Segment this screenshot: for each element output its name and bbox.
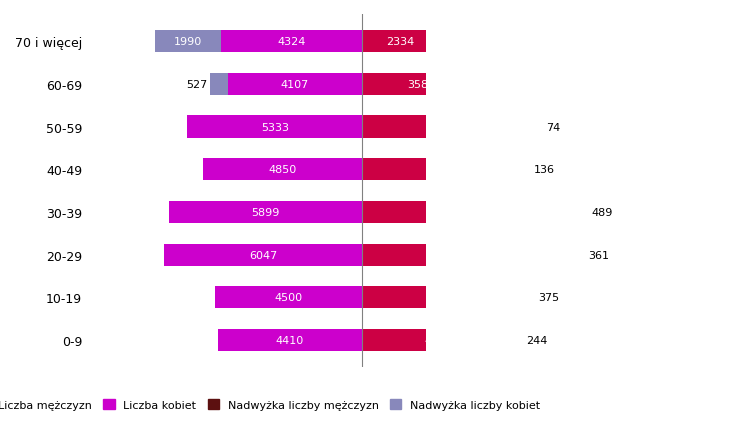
Text: 1990: 1990: [174, 37, 202, 47]
Bar: [214, 287, 362, 309]
Bar: [539, 116, 542, 138]
Bar: [522, 287, 534, 309]
Text: 74: 74: [546, 122, 560, 132]
Text: 4324: 4324: [278, 37, 305, 47]
Bar: [203, 159, 362, 181]
Bar: [362, 116, 539, 138]
Text: 6408: 6408: [453, 250, 482, 260]
Bar: [362, 74, 479, 96]
Bar: [526, 159, 530, 181]
Text: 136: 136: [534, 165, 555, 175]
Bar: [362, 244, 572, 266]
Text: 4107: 4107: [280, 80, 309, 89]
Bar: [164, 244, 362, 266]
Bar: [362, 201, 572, 224]
Bar: [362, 329, 514, 351]
Bar: [572, 201, 587, 224]
Text: 3580: 3580: [406, 80, 435, 89]
Bar: [362, 159, 526, 181]
Text: 4850: 4850: [268, 165, 297, 175]
Text: 6047: 6047: [249, 250, 278, 260]
Bar: [220, 31, 362, 53]
Bar: [362, 31, 439, 53]
Bar: [210, 74, 228, 96]
Text: 527: 527: [187, 80, 208, 89]
Bar: [228, 74, 362, 96]
Bar: [572, 244, 584, 266]
Bar: [169, 201, 362, 224]
Text: 5407: 5407: [436, 122, 465, 132]
Text: 2334: 2334: [386, 37, 415, 47]
Bar: [155, 31, 220, 53]
Bar: [217, 329, 362, 351]
Text: 4500: 4500: [274, 293, 302, 302]
Text: 244: 244: [526, 335, 548, 345]
Text: 4654: 4654: [424, 335, 452, 345]
Text: 489: 489: [592, 207, 613, 217]
Bar: [188, 116, 362, 138]
Text: 375: 375: [538, 293, 560, 302]
Legend: Liczba mężczyzn, Liczba kobiet, Nadwyżka liczby mężczyzn, Nadwyżka liczby kobiet: Liczba mężczyzn, Liczba kobiet, Nadwyżka…: [0, 395, 544, 414]
Bar: [514, 329, 523, 351]
Bar: [362, 287, 522, 309]
Text: 4986: 4986: [430, 165, 458, 175]
Text: 6388: 6388: [453, 207, 481, 217]
Text: 4875: 4875: [428, 293, 456, 302]
Text: 5899: 5899: [251, 207, 280, 217]
Text: 361: 361: [588, 250, 609, 260]
Text: 5333: 5333: [261, 122, 289, 132]
Text: 4410: 4410: [276, 335, 304, 345]
